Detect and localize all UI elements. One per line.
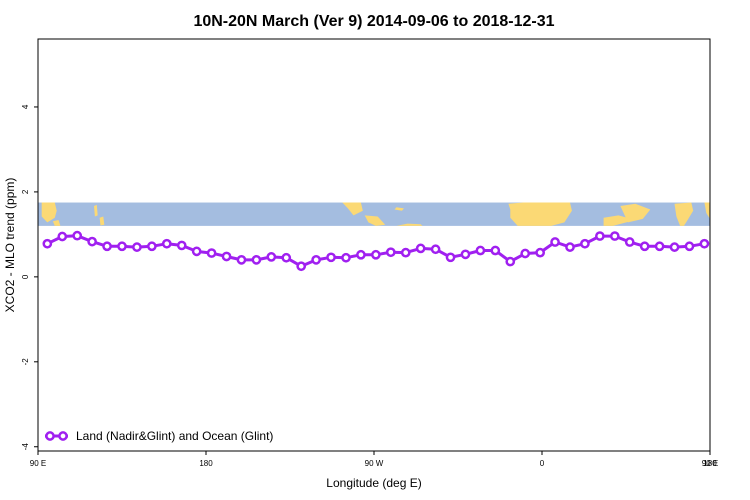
data-point: [176, 240, 187, 251]
data-point: [87, 236, 97, 247]
data-point: [624, 237, 635, 247]
data-point: [699, 238, 710, 249]
data-point: [206, 248, 217, 258]
x-axis-label: Longitude (deg E): [326, 476, 421, 490]
land-india: [674, 202, 694, 226]
x-tick-label: 180: [703, 459, 717, 468]
data-point: [251, 255, 262, 265]
legend: Land (Nadir&Glint) and Ocean (Glint): [45, 429, 273, 443]
land-malay: [52, 220, 61, 226]
data-point: [550, 237, 560, 247]
x-tick-label: 90 E: [30, 459, 46, 468]
data-point: [505, 256, 516, 267]
legend-marker-right: [58, 431, 68, 441]
data-point: [595, 231, 605, 241]
data-point: [72, 230, 83, 241]
legend-label: Land (Nadir&Glint) and Ocean (Glint): [76, 429, 273, 443]
data-point: [460, 249, 471, 260]
x-tick-label: 90 W: [365, 459, 384, 468]
land-arabia: [620, 203, 651, 223]
data-point: [266, 252, 277, 262]
y-tick-label: -4: [21, 443, 30, 451]
chart-title: 10N-20N March (Ver 9) 2014-09-06 to 2018…: [193, 13, 554, 30]
land-central-america: [364, 215, 386, 226]
y-tick-label: 0: [21, 274, 30, 279]
data-point: [341, 252, 351, 263]
data-point: [684, 241, 695, 252]
data-point: [430, 244, 441, 255]
data-point: [475, 245, 486, 256]
land-africa-west: [508, 202, 572, 226]
data-point: [132, 242, 142, 252]
data-point: [356, 249, 366, 260]
plot-frame: [37, 38, 711, 452]
land-mexico: [342, 202, 363, 216]
data-point: [654, 241, 665, 252]
data-point: [445, 252, 456, 263]
land-indochina: [41, 202, 57, 223]
data-point: [639, 241, 650, 252]
x-tick-label: 90 E: [702, 459, 718, 468]
data-point: [147, 241, 157, 252]
data-point: [42, 238, 53, 249]
data-point: [580, 238, 590, 249]
data-point: [117, 241, 127, 252]
data-point: [669, 242, 680, 252]
data-point: [326, 252, 336, 263]
land-caribbean: [394, 207, 404, 211]
x-tick-label: 0: [540, 459, 545, 468]
land-luzon: [94, 204, 98, 217]
land-venezuela: [396, 223, 423, 226]
y-tick-label: 4: [21, 104, 30, 109]
data-point: [400, 247, 411, 258]
data-point: [415, 243, 426, 254]
data-point: [221, 251, 232, 262]
data-point: [371, 249, 381, 260]
y-tick-label: -2: [21, 358, 30, 366]
data-point: [385, 247, 396, 258]
data-point: [281, 252, 292, 263]
land-ocean-map-strip: [38, 202, 710, 226]
data-point: [311, 255, 321, 265]
data-point: [565, 242, 575, 252]
legend-marker-left: [45, 431, 55, 441]
x-tick-label: 180: [199, 459, 213, 468]
data-point: [236, 255, 247, 265]
series-layer: [42, 230, 710, 272]
data-point: [490, 245, 501, 256]
land-philippines-south: [99, 216, 105, 226]
data-point: [57, 231, 68, 242]
data-point: [296, 261, 307, 272]
data-point: [609, 231, 620, 241]
data-point: [102, 241, 112, 252]
y-axis-label: XCO2 - MLO trend (ppm): [3, 178, 17, 313]
data-point: [520, 248, 531, 259]
data-point: [191, 246, 202, 257]
y-axis-ticks: -4 -2 0 2 4: [21, 104, 38, 450]
land-horn: [603, 215, 636, 226]
data-point: [535, 247, 545, 258]
data-point: [161, 238, 172, 249]
land-indochina-east: [704, 202, 710, 219]
y-tick-label: 2: [21, 189, 30, 194]
